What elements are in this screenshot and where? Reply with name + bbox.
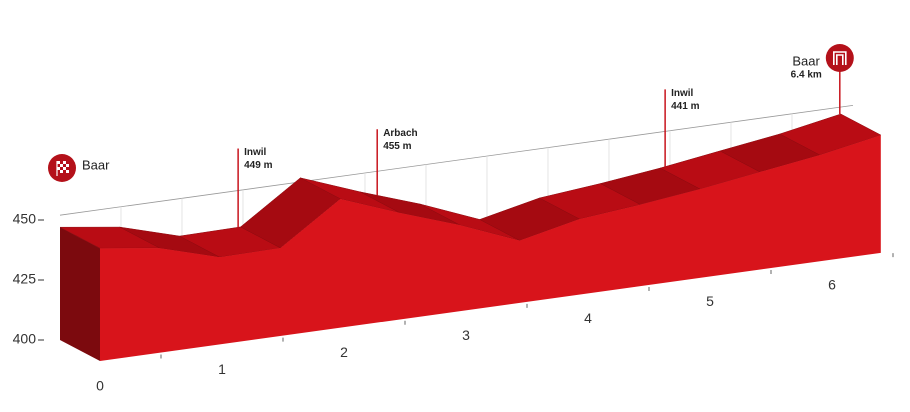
finish-arch — [833, 51, 847, 65]
flag-cell — [66, 164, 69, 167]
start-icon — [48, 154, 76, 182]
flag-cell — [60, 164, 63, 167]
y-tick-label: 400 — [13, 331, 37, 347]
flag — [57, 161, 69, 173]
flag-cell — [63, 167, 66, 170]
flag-cell — [57, 167, 60, 170]
finish-name: Baar — [792, 53, 820, 68]
front-face — [100, 135, 881, 361]
x-tick-label: 6 — [828, 276, 836, 292]
waypoint-name: Inwil — [244, 147, 266, 158]
x-tick-label: 4 — [584, 310, 592, 326]
y-tick-label: 450 — [13, 211, 37, 227]
finish-distance: 6.4 km — [791, 70, 822, 81]
waypoint-name: Arbach — [383, 128, 417, 139]
waypoint-elevation: 449 m — [244, 160, 272, 171]
y-tick-label: 425 — [13, 271, 37, 287]
finish-icon — [825, 44, 854, 72]
start-name: Baar — [82, 157, 110, 172]
waypoint-elevation: 441 m — [671, 101, 699, 112]
x-tick-label: 1 — [218, 361, 226, 377]
flag-cell — [57, 161, 60, 164]
reference-line — [59, 104, 854, 216]
flag-cell — [60, 170, 63, 173]
waypoint-elevation: 455 m — [383, 141, 411, 152]
waypoint-name: Inwil — [671, 88, 693, 99]
x-tick-label: 0 — [96, 378, 104, 394]
x-tick-label: 2 — [340, 344, 348, 360]
flag-cell — [66, 170, 69, 173]
x-tick-label: 5 — [706, 293, 714, 309]
x-tick-label: 3 — [462, 327, 470, 343]
flag-cell — [63, 161, 66, 164]
side-face — [60, 227, 100, 361]
